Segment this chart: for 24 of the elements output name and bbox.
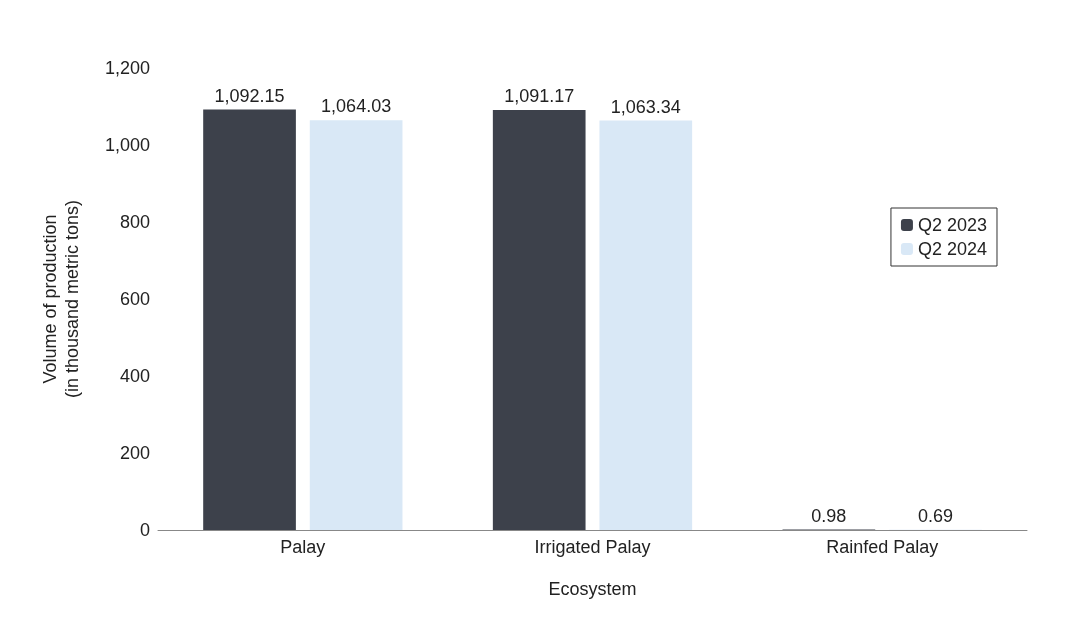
bar [492,109,586,530]
data-label: 1,091.17 [504,85,575,106]
x-tick-label: Irrigated Palay [534,537,651,557]
y-tick-label: 0 [139,520,150,540]
data-label: 0.98 [811,505,847,526]
data-label: 1,092.15 [214,85,285,106]
x-tick-label: Rainfed Palay [826,537,939,557]
y-tick-label: 1,200 [104,58,150,78]
data-label: 0.69 [917,505,953,526]
y-axis-title: Volume of production (in thousand metric tons) [40,199,82,399]
data-label: 1,064.03 [321,96,392,117]
y-tick-label: 1,000 [104,135,150,155]
y-tick-label: 400 [119,366,150,386]
legend-label: Q2 2023 [917,215,988,235]
x-tick-label: Palay [280,537,326,557]
y-tick-label: 200 [119,443,150,463]
y-tick-label: 600 [119,289,150,309]
x-axis-title: Ecosystem [548,579,637,599]
y-tick-label: 800 [119,212,150,232]
data-label: 1,063.34 [610,96,681,117]
bar [599,120,693,530]
bar [203,109,296,530]
legend-label: Q2 2024 [917,239,988,259]
bar [309,120,403,530]
